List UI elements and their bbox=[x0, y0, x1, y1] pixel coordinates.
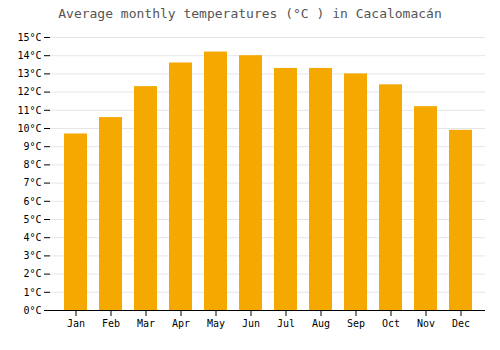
svg-text:Sep: Sep bbox=[347, 318, 365, 329]
svg-text:Aug: Aug bbox=[312, 318, 330, 329]
svg-text:11°C: 11°C bbox=[17, 105, 41, 116]
svg-text:Jul: Jul bbox=[277, 318, 295, 329]
svg-text:Mar: Mar bbox=[137, 318, 155, 329]
svg-text:2°C: 2°C bbox=[23, 268, 41, 279]
svg-text:13°C: 13°C bbox=[17, 68, 41, 79]
svg-text:Oct: Oct bbox=[382, 318, 400, 329]
svg-text:Nov: Nov bbox=[417, 318, 435, 329]
svg-text:Apr: Apr bbox=[172, 318, 190, 329]
svg-text:Feb: Feb bbox=[102, 318, 120, 329]
svg-text:6°C: 6°C bbox=[23, 196, 41, 207]
svg-text:14°C: 14°C bbox=[17, 50, 41, 61]
svg-text:3°C: 3°C bbox=[23, 250, 41, 261]
svg-text:7°C: 7°C bbox=[23, 177, 41, 188]
svg-text:10°C: 10°C bbox=[17, 123, 41, 134]
html-text:Average monthly temperatures (: Average monthly temperatures (°C ) in Ca… bbox=[58, 6, 442, 21]
svg-text:12°C: 12°C bbox=[17, 86, 41, 97]
svg-text:4°C: 4°C bbox=[23, 232, 41, 243]
svg-text:1°C: 1°C bbox=[23, 287, 41, 298]
svg-text:Jan: Jan bbox=[67, 318, 85, 329]
svg-text:0°C: 0°C bbox=[23, 305, 41, 316]
svg-text:8°C: 8°C bbox=[23, 159, 41, 170]
svg-text:Dec: Dec bbox=[452, 318, 470, 329]
svg-text:5°C: 5°C bbox=[23, 214, 41, 225]
svg-text:15°C: 15°C bbox=[17, 32, 41, 43]
svg-text:May: May bbox=[207, 318, 225, 329]
svg-text:Jun: Jun bbox=[242, 318, 260, 329]
svg-text:9°C: 9°C bbox=[23, 141, 41, 152]
